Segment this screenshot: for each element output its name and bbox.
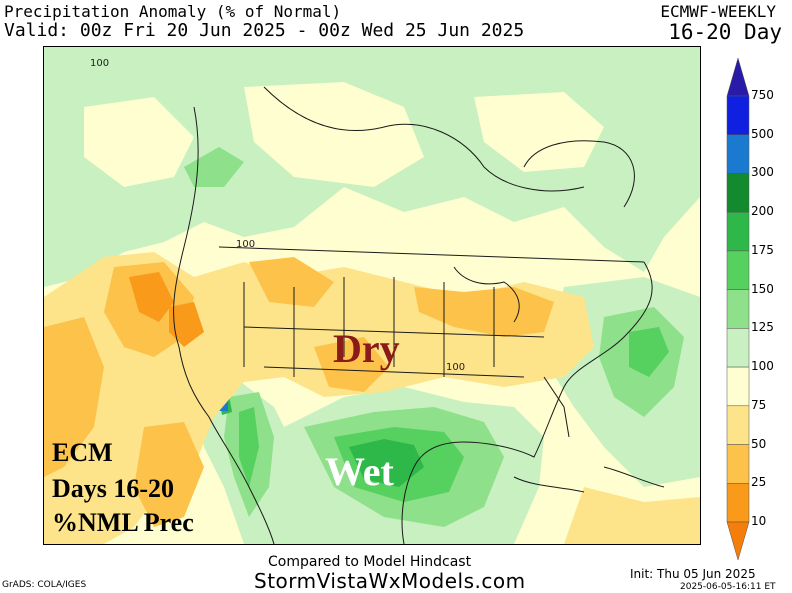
contour-label-3: 100 <box>446 362 465 373</box>
colorbar-segment <box>726 58 750 97</box>
colorbar-level-label: 200 <box>751 204 774 219</box>
colorbar-segment <box>726 95 750 135</box>
colorbar-level-label: 10 <box>751 514 767 528</box>
colorbar-level-label: 125 <box>751 320 774 335</box>
valid-period: Valid: 00z Fri 20 Jun 2025 - 00z Wed 25 … <box>4 20 525 41</box>
forecast-days: 16-20 Day <box>668 20 782 44</box>
model-annotation: ECM <box>52 438 113 467</box>
colorbar <box>726 58 750 560</box>
colorbar-level-label: 750 <box>751 88 774 102</box>
dry-label: Dry <box>333 326 400 371</box>
colorbar-segment <box>726 211 750 252</box>
colorbar-level-label: 300 <box>751 165 774 180</box>
colorbar-segment <box>726 328 750 368</box>
colorbar-level-label: 175 <box>751 242 774 257</box>
colorbar-level-label: 50 <box>751 436 767 451</box>
colorbar-segment <box>726 250 750 290</box>
contour-label-1: 100 <box>90 58 109 69</box>
colorbar-level-label: 75 <box>751 397 767 412</box>
model-name: ECMWF-WEEKLY <box>660 2 776 21</box>
grads-credit: GrADS: COLA/IGES <box>2 580 87 590</box>
colorbar-level-label: 500 <box>751 126 774 141</box>
contour-label-2: 100 <box>236 239 255 250</box>
coastlines <box>173 86 665 544</box>
wet-label: Wet <box>325 449 394 494</box>
colorbar-segment <box>726 366 750 407</box>
dry-deep-areas <box>129 272 204 347</box>
colorbar-segment <box>726 134 750 174</box>
colorbar-level-label: 150 <box>751 281 774 296</box>
colorbar-segment <box>726 444 750 484</box>
colorbar-segment <box>726 521 750 560</box>
colorbar-segment <box>726 483 750 523</box>
colorbar-segment <box>726 173 750 213</box>
anomaly-map: 100 100 100 <box>43 46 701 545</box>
colorbar-segment <box>726 405 750 445</box>
map-canvas: 100 100 100 <box>44 47 700 544</box>
colorbar-level-label: 25 <box>751 475 767 490</box>
init-time: Init: Thu 05 Jun 2025 <box>630 567 756 581</box>
colorbar-segment <box>726 289 750 329</box>
hindcast-note: Compared to Model Hindcast <box>268 554 472 570</box>
generated-stamp: 2025-06-05-16:11 ET <box>680 582 776 592</box>
map-title: Precipitation Anomaly (% of Normal) <box>4 2 342 21</box>
website-credit: StormVistaWxModels.com <box>254 569 526 593</box>
colorbar-level-label: 100 <box>751 359 774 374</box>
product-annotation: %NML Prec <box>52 508 194 537</box>
days-annotation: Days 16-20 <box>52 474 175 503</box>
